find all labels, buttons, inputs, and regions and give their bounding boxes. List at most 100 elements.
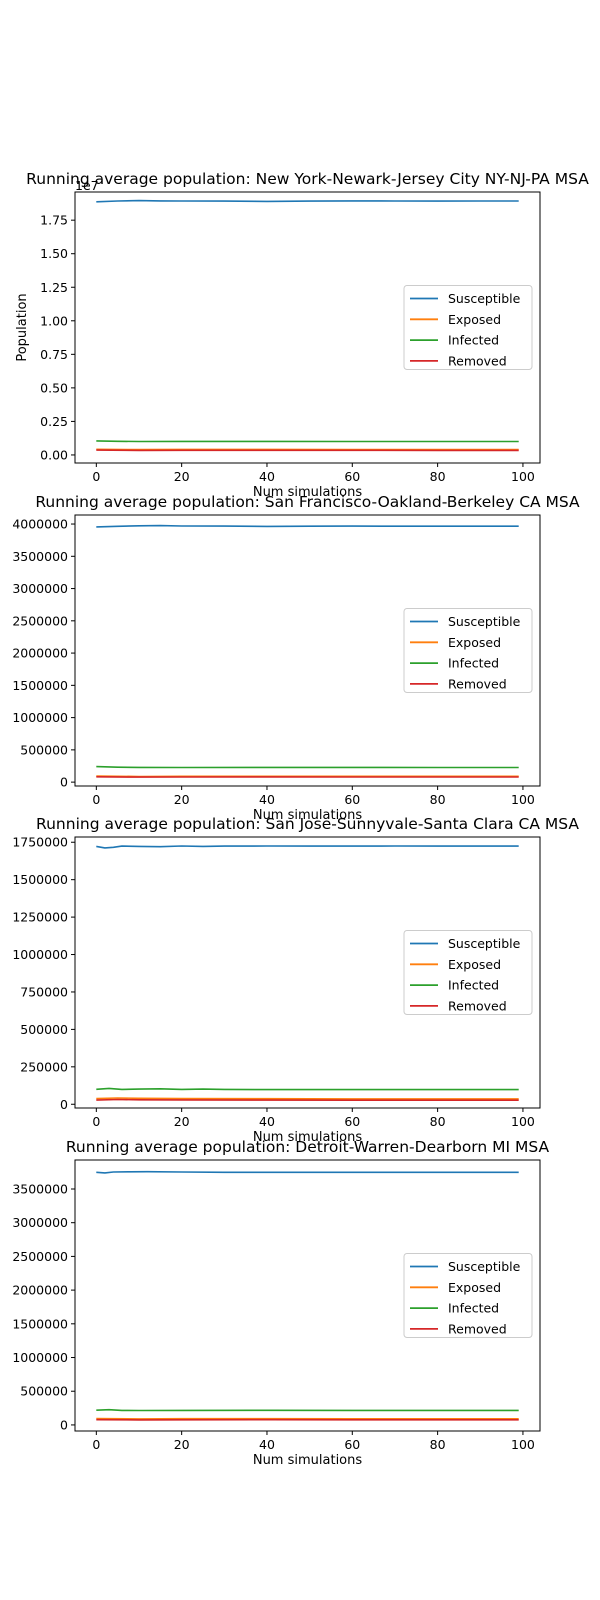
y-tick-label: 3000000 <box>12 1215 68 1230</box>
y-offset-label: 1e7 <box>75 178 99 193</box>
y-tick-label: 1000000 <box>12 1350 68 1365</box>
legend: Susceptible Exposed Infected Removed <box>403 285 533 370</box>
x-tick-label: 80 <box>430 792 446 807</box>
x-tick-label: 0 <box>92 1437 100 1452</box>
x-tick-label: 100 <box>511 1437 535 1452</box>
plot-frame <box>74 191 541 464</box>
y-tick-label: 3500000 <box>12 1181 68 1196</box>
y-tick-label: 0 <box>60 775 68 790</box>
legend-box <box>403 930 533 1015</box>
x-tick-label: 80 <box>430 1114 446 1129</box>
x-tick-label: 20 <box>174 1437 190 1452</box>
x-tick-label: 40 <box>259 1437 275 1452</box>
legend-label-removed: Removed <box>448 353 507 368</box>
x-axis-label: Num simulations <box>253 485 363 500</box>
x-axis-label: Num simulations <box>253 1130 363 1145</box>
y-tick-label: 1500000 <box>12 872 68 887</box>
y-tick-label: 0.50 <box>40 380 68 395</box>
y-tick-label: 500000 <box>20 1384 68 1399</box>
chart-title: Running average population: New York-New… <box>26 170 589 188</box>
legend-label-exposed: Exposed <box>448 312 501 327</box>
x-tick-label: 0 <box>92 792 100 807</box>
y-tick-label: 1000000 <box>12 947 68 962</box>
series-group <box>96 199 519 452</box>
y-tick-label: 1750000 <box>12 835 68 850</box>
legend-box <box>403 608 533 693</box>
y-tick-label: 0.75 <box>40 347 68 362</box>
plot-frame <box>74 514 541 787</box>
legend-label-infected: Infected <box>448 978 499 993</box>
x-tick-label: 0 <box>92 469 100 484</box>
legend-label-removed: Removed <box>448 1321 507 1336</box>
series-line-susceptible <box>96 199 519 203</box>
y-tick-label: 0 <box>60 1417 68 1432</box>
y-tick-label: 1.50 <box>40 246 68 261</box>
x-tick-label: 100 <box>511 1114 535 1129</box>
plot-frame <box>74 1159 541 1432</box>
y-tick-label: 3500000 <box>12 549 68 564</box>
plot-frame <box>74 836 541 1109</box>
y-tick-label: 1000000 <box>12 710 68 725</box>
x-tick-label: 60 <box>344 1437 360 1452</box>
y-tick-label: 1500000 <box>12 678 68 693</box>
chart-panel-1: Running average population: New York-New… <box>15 170 589 500</box>
legend-label-exposed: Exposed <box>448 957 501 972</box>
y-tick-label: 1250000 <box>12 910 68 925</box>
x-tick-label: 0 <box>92 1114 100 1129</box>
legend-label-exposed: Exposed <box>448 1280 501 1295</box>
y-tick-label: 0.25 <box>40 414 68 429</box>
y-tick-label: 0.00 <box>40 447 68 462</box>
series-line-infected <box>96 1087 519 1091</box>
legend-label-infected: Infected <box>448 333 499 348</box>
y-tick-label: 3000000 <box>12 581 68 596</box>
y-tick-label: 2500000 <box>12 613 68 628</box>
chart-panel-4: Running average population: Detroit-Warr… <box>12 1138 549 1468</box>
y-tick-label: 500000 <box>20 1022 68 1037</box>
series-line-susceptible <box>96 1170 519 1174</box>
legend-label-susceptible: Susceptible <box>448 291 521 306</box>
legend: Susceptible Exposed Infected Removed <box>403 608 533 693</box>
x-tick-label: 40 <box>259 792 275 807</box>
y-tick-label: 1.00 <box>40 313 68 328</box>
x-tick-label: 100 <box>511 469 535 484</box>
x-tick-label: 60 <box>344 469 360 484</box>
legend-label-removed: Removed <box>448 676 507 691</box>
y-tick-label: 2500000 <box>12 1249 68 1264</box>
series-line-infected <box>96 1408 519 1412</box>
y-axis-label: Population <box>15 293 30 361</box>
y-tick-label: 1.25 <box>40 280 68 295</box>
x-tick-label: 20 <box>174 1114 190 1129</box>
x-tick-label: 60 <box>344 792 360 807</box>
x-tick-label: 100 <box>511 792 535 807</box>
x-axis-label: Num simulations <box>253 1453 363 1468</box>
y-tick-label: 0 <box>60 1097 68 1112</box>
series-group <box>96 524 519 778</box>
x-tick-label: 80 <box>430 1437 446 1452</box>
legend-label-removed: Removed <box>448 998 507 1013</box>
x-tick-label: 20 <box>174 469 190 484</box>
y-tick-label: 4000000 <box>12 517 68 532</box>
series-line-exposed <box>96 1097 519 1100</box>
x-tick-label: 40 <box>259 1114 275 1129</box>
y-tick-label: 1.75 <box>40 213 68 228</box>
y-tick-label: 2000000 <box>12 1283 68 1298</box>
legend-label-exposed: Exposed <box>448 635 501 650</box>
series-line-susceptible <box>96 845 519 849</box>
x-tick-label: 40 <box>259 469 275 484</box>
chart-panel-2: Running average population: San Francisc… <box>12 493 580 823</box>
x-tick-label: 20 <box>174 792 190 807</box>
legend-label-infected: Infected <box>448 656 499 671</box>
legend-box <box>403 285 533 370</box>
series-group <box>96 1170 519 1421</box>
legend-label-susceptible: Susceptible <box>448 936 521 951</box>
x-tick-label: 80 <box>430 469 446 484</box>
y-tick-label: 250000 <box>20 1059 68 1074</box>
chart-title: Running average population: San Francisc… <box>35 493 580 511</box>
legend-label-susceptible: Susceptible <box>448 1259 521 1274</box>
x-axis-label: Num simulations <box>253 808 363 823</box>
legend: Susceptible Exposed Infected Removed <box>403 1253 533 1338</box>
y-tick-label: 750000 <box>20 984 68 999</box>
y-tick-label: 2000000 <box>12 646 68 661</box>
x-tick-label: 60 <box>344 1114 360 1129</box>
